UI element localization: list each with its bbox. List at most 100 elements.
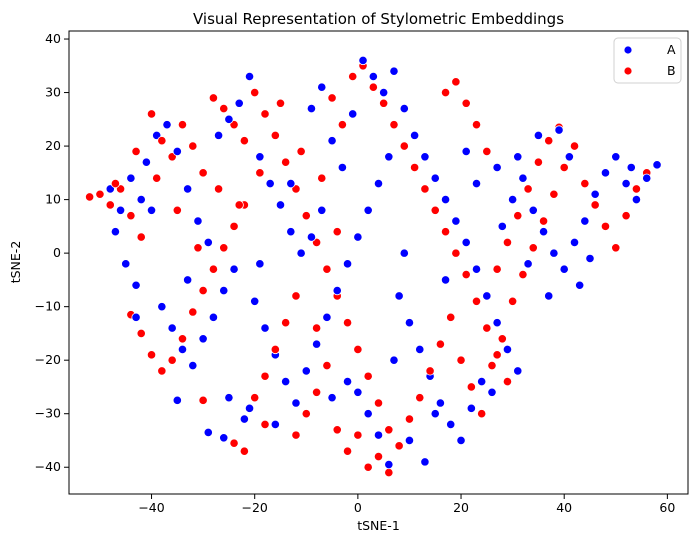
point-b (523, 184, 533, 194)
point-a (219, 433, 229, 443)
point-b (172, 205, 182, 215)
point-b (157, 366, 167, 376)
point-b (461, 269, 471, 280)
point-a (157, 302, 167, 312)
point-a (564, 152, 574, 162)
point-b (342, 446, 353, 456)
point-b (275, 98, 286, 108)
point-b (482, 323, 492, 333)
point-b (559, 162, 569, 173)
point-a (415, 344, 425, 355)
y-tick-label: −30 (35, 406, 61, 421)
point-a (440, 275, 451, 285)
point-b (611, 243, 621, 253)
point-b (544, 136, 554, 146)
point-a (518, 173, 528, 183)
point-a (353, 232, 363, 242)
x-tick-label: 20 (453, 500, 469, 515)
x-tick-label: −40 (138, 500, 164, 515)
point-b (538, 216, 549, 226)
point-a (590, 189, 600, 199)
point-a (342, 376, 353, 387)
point-a (477, 376, 487, 387)
point-a (430, 173, 440, 183)
point-a (136, 195, 146, 205)
point-a (203, 237, 213, 248)
plot-area (68, 30, 689, 495)
point-b (466, 382, 476, 392)
point-b (198, 285, 208, 296)
point-b (311, 323, 322, 333)
point-a (296, 248, 306, 258)
point-a (410, 130, 420, 140)
point-b (518, 269, 528, 280)
point-b (492, 350, 502, 360)
point-b (590, 200, 600, 210)
point-a (255, 152, 265, 162)
point-a (384, 152, 394, 162)
point-a (389, 66, 399, 76)
point-b (446, 312, 456, 322)
point-b (384, 425, 394, 435)
point-a (508, 195, 518, 205)
legend: A B (613, 37, 682, 84)
point-b (471, 296, 482, 306)
point-b (219, 104, 229, 114)
point-a (342, 259, 353, 269)
point-a (451, 216, 461, 226)
point-b (177, 120, 188, 130)
point-b (410, 162, 420, 173)
point-b (301, 409, 311, 419)
point-a (569, 237, 580, 248)
point-b (219, 243, 229, 253)
point-b (440, 227, 451, 237)
points-layer (85, 55, 662, 478)
x-tick-label: −20 (242, 500, 268, 515)
point-a (239, 414, 249, 424)
point-a (193, 216, 203, 226)
point-a (260, 323, 270, 333)
point-a (611, 152, 621, 162)
y-tick-label: 40 (45, 31, 61, 46)
point-b (425, 366, 435, 376)
point-a (327, 393, 337, 403)
x-tick-label: 40 (556, 500, 572, 515)
point-a (265, 178, 275, 189)
y-tick-label: −40 (35, 459, 61, 474)
point-b (497, 334, 507, 344)
point-a (208, 312, 219, 322)
point-b (250, 393, 260, 403)
point-b (188, 141, 198, 151)
point-a (399, 104, 409, 114)
point-b (208, 264, 219, 274)
point-b (198, 168, 208, 178)
point-a (270, 419, 280, 430)
point-b (260, 371, 270, 381)
point-b (435, 339, 445, 349)
x-tick-label: 60 (659, 500, 675, 515)
point-b (461, 98, 471, 108)
point-a (420, 457, 430, 467)
point-a (456, 435, 466, 446)
x-axis-label: tSNE-1 (357, 518, 400, 533)
y-tick-label: 20 (45, 138, 61, 153)
point-b (549, 189, 559, 199)
point-a (399, 248, 409, 258)
point-b (322, 264, 332, 274)
point-a (255, 259, 265, 269)
point-a (172, 146, 182, 157)
point-a (306, 232, 317, 242)
point-b (105, 200, 115, 210)
point-a (621, 178, 631, 189)
point-b (342, 318, 353, 328)
point-a (183, 275, 193, 285)
point-b (363, 462, 373, 472)
point-b (373, 398, 384, 408)
point-a (353, 387, 363, 397)
point-b (157, 136, 167, 146)
point-b (569, 141, 580, 151)
point-a (337, 162, 347, 173)
point-a (626, 162, 636, 173)
point-b (110, 178, 121, 189)
